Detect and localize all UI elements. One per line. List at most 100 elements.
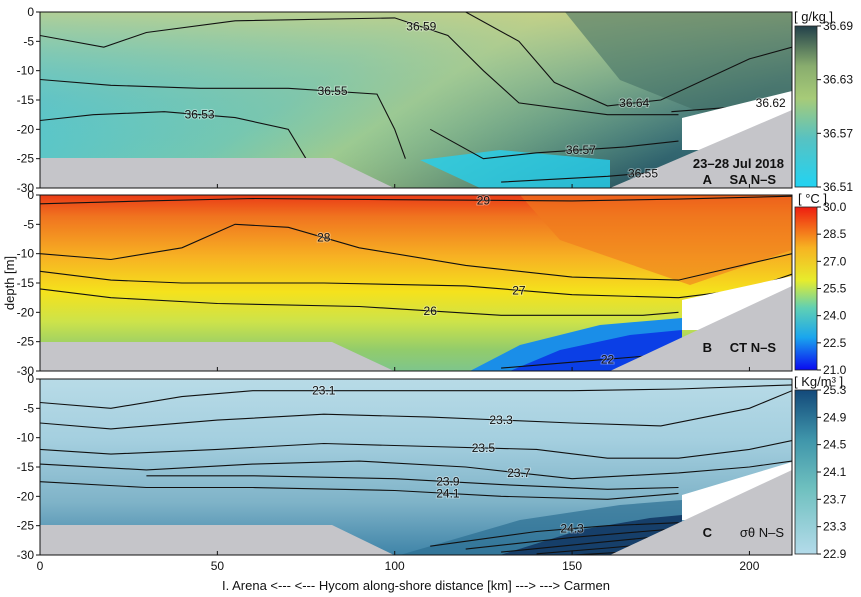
contour-label: 28 — [317, 231, 331, 245]
y-tick-label: -25 — [17, 152, 35, 166]
y-tick-label: -10 — [17, 64, 35, 78]
colorbar-tick-label: 23.3 — [823, 520, 847, 534]
panel-b-land-right — [610, 286, 792, 371]
contour-line — [40, 17, 679, 116]
contour-label: 22 — [601, 352, 615, 366]
y-tick-label: -5 — [23, 401, 34, 415]
contour-label: 36.57 — [566, 143, 596, 157]
colorbar-tick-label: 36.69 — [823, 19, 853, 33]
panel-a-letter: A — [703, 172, 713, 187]
y-tick-label: 0 — [27, 372, 34, 386]
x-tick-label: 0 — [37, 559, 44, 573]
contour-label: 26 — [424, 304, 438, 318]
axes: 0-5-10-15-20-25-300-5-10-15-20-25-300-5-… — [17, 5, 760, 573]
y-axis-label: depth [m] — [2, 256, 17, 310]
contour-label: 23.7 — [507, 466, 531, 480]
panel-b-land-left — [40, 342, 394, 371]
contour-label: 29 — [477, 193, 491, 207]
contour-label: 36.62 — [756, 96, 786, 110]
y-tick-label: -5 — [23, 217, 34, 231]
y-tick-label: -30 — [17, 364, 35, 378]
y-tick-label: -20 — [17, 305, 35, 319]
panel-c: 23.1 23.3 23.5 23.7 24.123.9 24.3 C σθ N–S — [39, 378, 793, 556]
contour-label: 23.5 — [472, 441, 496, 455]
colorbar-a-scale — [794, 25, 818, 188]
colorbar-tick-label: 27.0 — [823, 254, 847, 268]
colorbar-tick-label: 24.5 — [823, 438, 847, 452]
x-tick-label: 100 — [385, 559, 405, 573]
colorbar-c-scale — [794, 389, 818, 555]
colorbar-tick-label: 24.9 — [823, 410, 847, 424]
contour-line — [40, 440, 792, 459]
colorbar-tick-label: 21.0 — [823, 363, 847, 377]
panel-a: 36.53 36.55 36.59 36.64 36.62 36.57 36.55 23–2… — [39, 11, 793, 189]
contour-line — [40, 223, 792, 281]
contour-line — [146, 475, 679, 490]
y-tick-label: -15 — [17, 93, 35, 107]
y-tick-label: -20 — [17, 122, 35, 136]
y-tick-label: 0 — [27, 5, 34, 19]
y-tick-label: -10 — [17, 431, 35, 445]
x-tick-label: 150 — [562, 559, 582, 573]
panel-c-land-right — [610, 470, 792, 555]
contour-line — [465, 528, 679, 550]
panel-a-land-left — [40, 158, 394, 188]
colorbar-tick-label: 36.63 — [823, 73, 853, 87]
colorbar-c: [ Kg/m³ ] 25.3 24.9 24.5 24.1 23.7 23.3 22.9 — [794, 374, 847, 561]
contour-line — [429, 128, 679, 160]
contour-label: 36.64 — [619, 96, 649, 110]
contour-label: 23.9 — [436, 475, 460, 489]
y-tick-label: -10 — [17, 247, 35, 261]
colorbar-tick-label: 30.0 — [823, 200, 847, 214]
x-axis-label: I. Arena <--- <--- Hycom along-shore dis… — [222, 578, 610, 593]
colorbar-b: [ °C ] 30.0 28.5 27.0 25.5 24.0 22.5 21.0 — [794, 191, 847, 377]
y-tick-label: -25 — [17, 335, 35, 349]
panel-a-land-right — [610, 110, 792, 188]
contour-label: 36.59 — [406, 20, 436, 34]
contour-label: 24.3 — [560, 522, 584, 536]
contour-line — [40, 384, 792, 409]
contour-line — [40, 195, 792, 205]
contour-label: 24.1 — [436, 486, 460, 500]
panel-c-variable: σθ N–S — [740, 525, 784, 540]
colorbar-tick-label: 22.5 — [823, 336, 847, 350]
colorbar-tick-label: 36.57 — [823, 126, 853, 140]
y-tick-label: -20 — [17, 489, 35, 503]
contour-label: 23.1 — [312, 384, 336, 398]
contour-label: 36.55 — [628, 166, 658, 180]
y-tick-label: -15 — [17, 460, 35, 474]
colorbar-tick-label: 36.51 — [823, 180, 853, 194]
contour-line — [40, 460, 792, 480]
panel-a-high-salinity-region — [565, 12, 792, 115]
colorbar-tick-label: 24.1 — [823, 465, 847, 479]
contour-label: 23.3 — [489, 413, 513, 427]
contour-label: 36.53 — [185, 108, 215, 122]
y-tick-label: -30 — [17, 181, 35, 195]
contour-line — [40, 111, 307, 159]
colorbar-tick-label: 23.7 — [823, 492, 847, 506]
x-tick-label: 200 — [739, 559, 759, 573]
panel-b-letter: B — [703, 340, 712, 355]
contour-line — [40, 78, 406, 159]
panel-b-variable: CT N–S — [730, 340, 777, 355]
colorbar-b-unit: [ °C ] — [798, 191, 827, 206]
colorbar-tick-label: 28.5 — [823, 227, 847, 241]
colorbar-c-unit: [ Kg/m³ ] — [794, 374, 843, 389]
panel-c-letter: C — [703, 525, 713, 540]
contour-line — [465, 12, 792, 107]
colorbar-b-scale — [794, 206, 818, 371]
contour-line — [430, 522, 679, 547]
panel-b-warm-region — [520, 195, 792, 285]
colorbar-tick-label: 24.0 — [823, 309, 847, 323]
y-tick-label: -25 — [17, 519, 35, 533]
contour-line — [40, 481, 679, 500]
contour-label: 27 — [512, 283, 526, 297]
colorbar-a-unit: [ g/kg ] — [794, 9, 833, 24]
panel-a-variable: SA N–S — [730, 172, 777, 187]
panel-b: 29 28 27 26 22 B CT N–S — [39, 192, 793, 372]
panel-a-date: 23–28 Jul 2018 — [693, 156, 784, 171]
panel-c-land-left — [40, 525, 394, 555]
y-tick-label: -30 — [17, 548, 35, 562]
y-tick-label: 0 — [27, 188, 34, 202]
